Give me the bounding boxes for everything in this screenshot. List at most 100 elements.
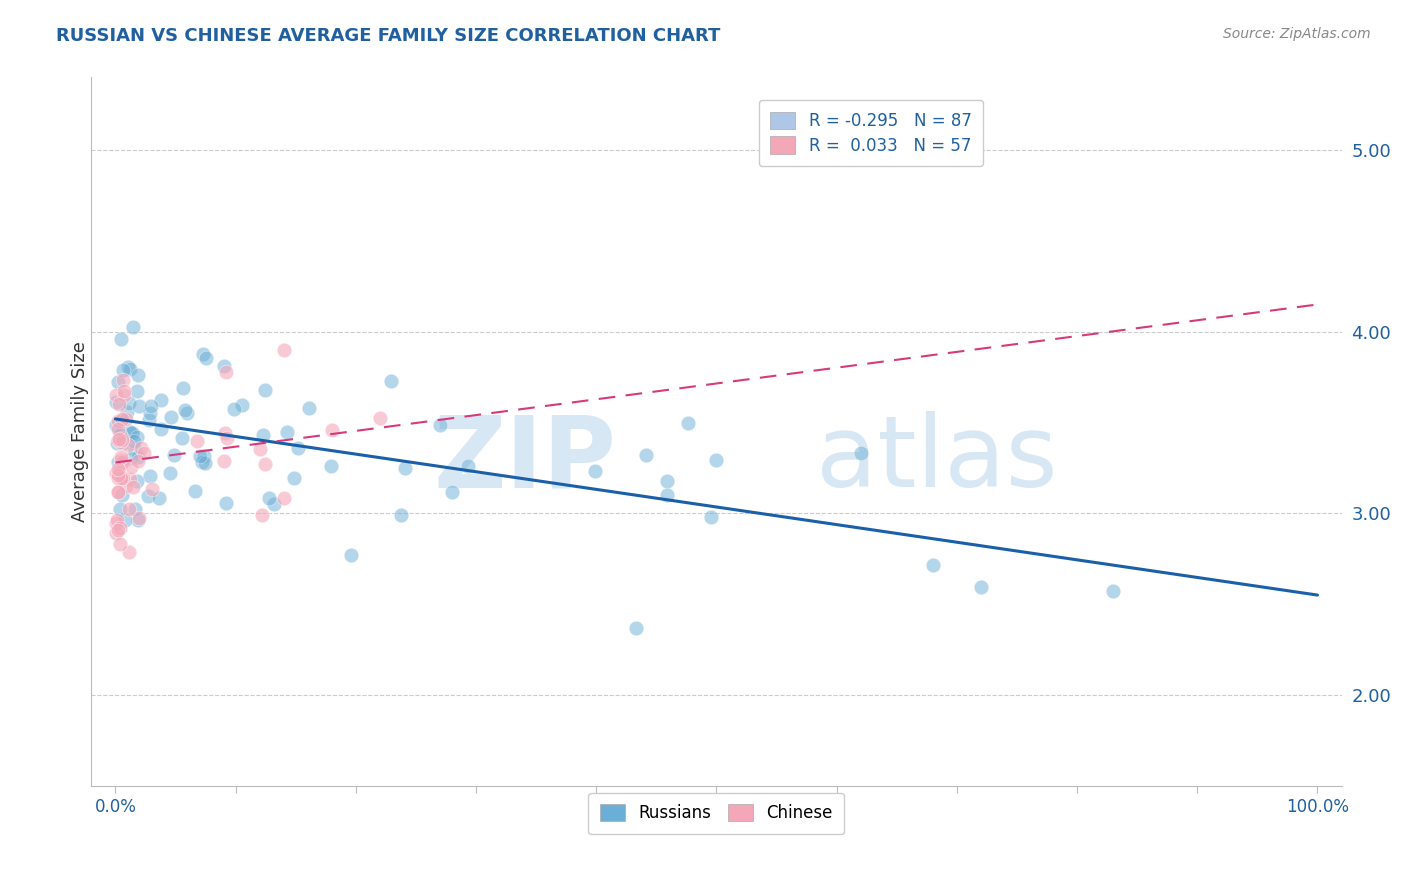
Point [212, 359, 235, 373]
Point [104, 516, 127, 531]
Point [149, 393, 172, 408]
Point [141, 482, 163, 496]
Point [263, 497, 285, 511]
Point [111, 471, 134, 485]
Point [105, 525, 128, 540]
Point [138, 489, 160, 503]
Point [195, 351, 218, 365]
Point [273, 343, 295, 358]
Point [340, 548, 363, 562]
Point [112, 373, 135, 387]
Point [298, 401, 321, 416]
Point [111, 436, 134, 450]
Point [107, 421, 129, 435]
Point [125, 384, 148, 398]
Point [193, 347, 215, 361]
Point [921, 558, 943, 572]
Point [110, 471, 132, 485]
Point [108, 434, 131, 449]
Text: RUSSIAN VS CHINESE AVERAGE FAMILY SIZE CORRELATION CHART: RUSSIAN VS CHINESE AVERAGE FAMILY SIZE C… [56, 27, 721, 45]
Legend: Russians, Chinese: Russians, Chinese [589, 793, 845, 834]
Point [112, 363, 135, 377]
Point [112, 384, 135, 398]
Point [117, 359, 139, 374]
Point [127, 368, 149, 382]
Point [429, 417, 451, 432]
Point [139, 468, 162, 483]
Point [107, 465, 129, 479]
Point [105, 395, 128, 409]
Point [121, 426, 143, 441]
Point [125, 474, 148, 488]
Point [655, 488, 678, 502]
Point [111, 455, 134, 469]
Point [108, 428, 131, 442]
Point [441, 485, 464, 500]
Point [107, 414, 129, 428]
Point [111, 434, 134, 448]
Point [115, 479, 138, 493]
Point [107, 462, 129, 476]
Point [108, 427, 131, 442]
Point [111, 411, 134, 425]
Point [107, 470, 129, 484]
Point [128, 399, 150, 413]
Point [117, 405, 139, 419]
Point [273, 491, 295, 505]
Point [107, 485, 129, 500]
Point [105, 388, 128, 402]
Point [172, 380, 194, 394]
Point [139, 406, 162, 420]
Point [111, 413, 134, 427]
Point [173, 403, 195, 417]
Point [321, 458, 343, 473]
Point [120, 460, 142, 475]
Point [105, 513, 128, 527]
Point [257, 491, 280, 505]
Point [231, 397, 253, 411]
Point [107, 484, 129, 499]
Point [212, 453, 235, 467]
Point [1102, 583, 1125, 598]
Point [148, 491, 170, 505]
Point [128, 510, 150, 524]
Point [193, 449, 215, 463]
Point [252, 428, 274, 442]
Point [368, 410, 391, 425]
Point [276, 425, 298, 439]
Point [127, 430, 149, 444]
Point [134, 445, 156, 459]
Point [127, 512, 149, 526]
Point [849, 446, 872, 460]
Point [117, 437, 139, 451]
Point [194, 456, 217, 470]
Point [110, 488, 132, 502]
Point [124, 502, 146, 516]
Point [127, 454, 149, 468]
Point [188, 449, 211, 463]
Point [215, 431, 238, 445]
Point [107, 375, 129, 389]
Point [624, 621, 647, 635]
Point [107, 433, 129, 447]
Point [176, 406, 198, 420]
Point [970, 580, 993, 594]
Point [117, 396, 139, 410]
Point [108, 521, 131, 535]
Point [105, 417, 128, 432]
Point [115, 412, 138, 426]
Point [159, 466, 181, 480]
Point [118, 361, 141, 376]
Point [118, 501, 141, 516]
Point [170, 431, 193, 445]
Point [127, 450, 149, 464]
Point [160, 410, 183, 425]
Point [253, 457, 276, 471]
Point [111, 431, 134, 445]
Point [655, 475, 678, 489]
Point [150, 422, 173, 436]
Point [457, 458, 479, 473]
Point [583, 464, 606, 478]
Point [321, 423, 343, 437]
Point [118, 425, 141, 440]
